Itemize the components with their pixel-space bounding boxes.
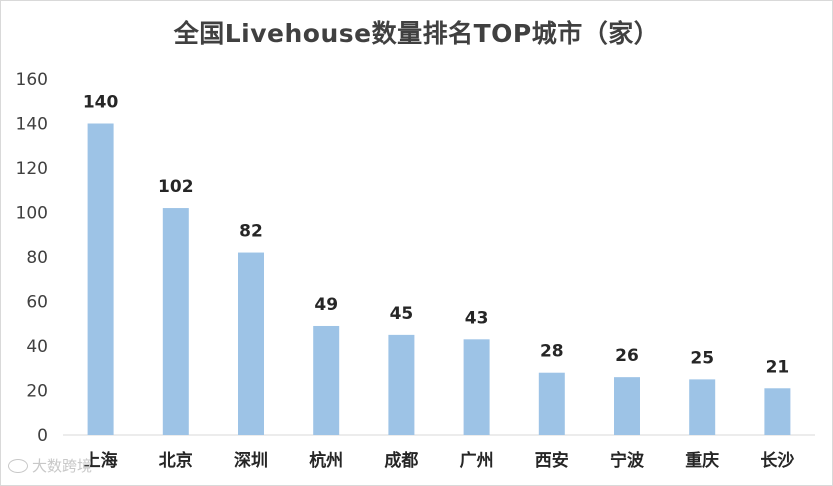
category-label: 重庆 xyxy=(685,450,719,471)
y-tick-label: 0 xyxy=(37,426,48,446)
data-labels: 140 102 82 49 45 43 28 26 25 21 xyxy=(83,93,789,378)
category-label: 宁波 xyxy=(610,450,645,471)
data-label: 28 xyxy=(540,342,564,362)
bar xyxy=(538,372,565,435)
bars xyxy=(87,123,791,435)
category-label: 长沙 xyxy=(760,450,794,471)
data-label: 45 xyxy=(390,304,414,324)
y-tick-label: 140 xyxy=(16,115,48,135)
data-label: 140 xyxy=(83,93,119,113)
bar xyxy=(614,377,640,435)
category-label: 上海 xyxy=(84,450,118,471)
data-label: 102 xyxy=(158,177,194,197)
y-axis-ticks: 0 20 40 60 80 100 120 140 160 xyxy=(16,70,48,446)
bar xyxy=(388,334,415,435)
data-label: 49 xyxy=(314,295,338,315)
y-tick-label: 20 xyxy=(26,382,48,402)
category-label: 西安 xyxy=(535,450,569,471)
data-label: 82 xyxy=(239,222,263,242)
category-label: 广州 xyxy=(460,450,494,471)
data-label: 21 xyxy=(766,357,790,377)
y-tick-label: 120 xyxy=(16,159,48,179)
y-tick-label: 60 xyxy=(26,293,48,313)
y-tick-label: 100 xyxy=(16,204,48,224)
bar xyxy=(162,208,189,435)
category-label: 杭州 xyxy=(309,450,343,471)
bar xyxy=(463,339,490,435)
watermark-text: 大数跨境 xyxy=(32,457,93,475)
chart-title: 全国Livehouse数量排名TOP城市（家） xyxy=(173,19,660,48)
bar xyxy=(689,379,716,435)
y-tick-label: 80 xyxy=(26,248,48,268)
y-tick-label: 160 xyxy=(16,70,48,90)
logo-mark-icon xyxy=(8,458,28,473)
bar xyxy=(764,388,791,435)
bar xyxy=(87,123,114,435)
category-label: 成都 xyxy=(384,450,418,471)
y-tick-label: 40 xyxy=(26,337,48,357)
category-label: 深圳 xyxy=(234,450,268,471)
category-labels: 上海 北京 深圳 杭州 成都 广州 西安 宁波 重庆 长沙 xyxy=(84,450,795,471)
data-label: 25 xyxy=(690,348,714,368)
data-label: 43 xyxy=(465,308,489,328)
bar xyxy=(238,252,264,435)
data-label: 26 xyxy=(615,346,639,366)
category-label: 北京 xyxy=(159,450,193,471)
bar xyxy=(313,325,340,435)
watermark: 大数跨境 xyxy=(8,455,92,476)
